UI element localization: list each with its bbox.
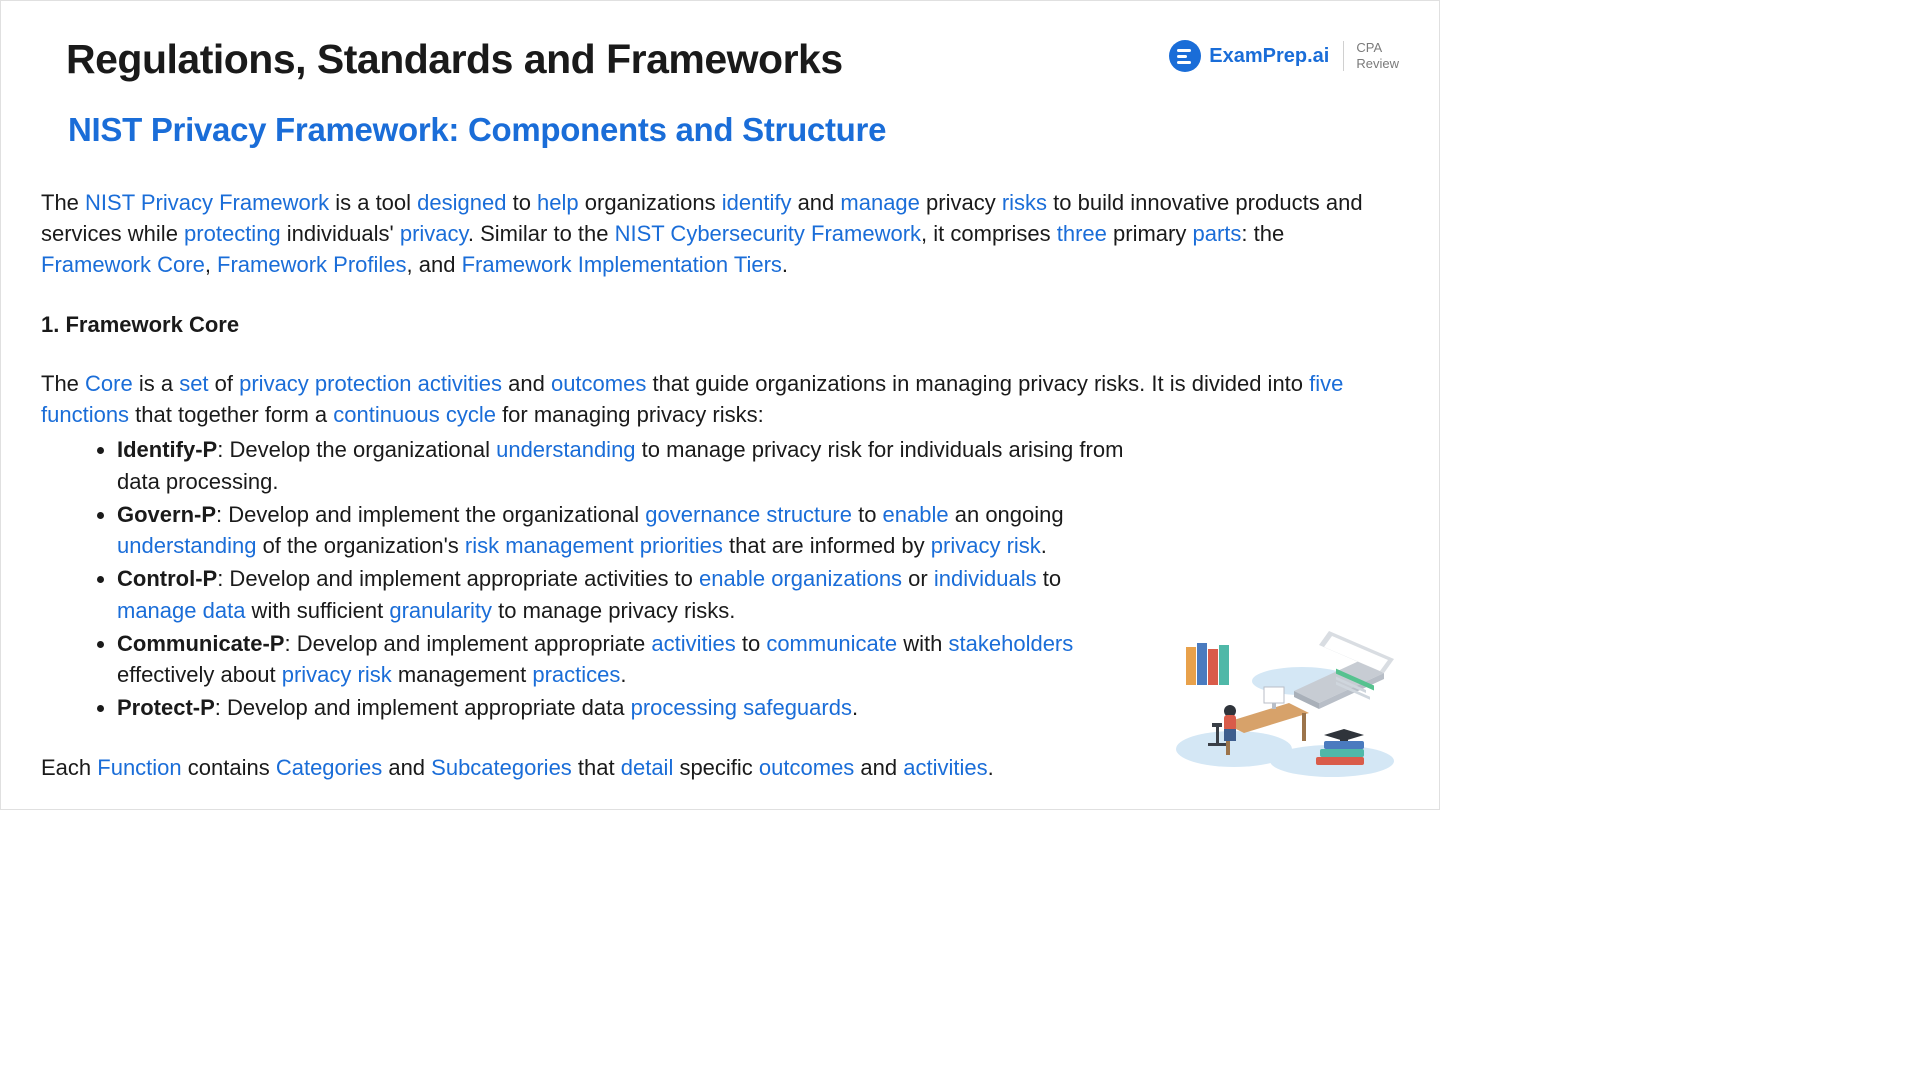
brand-sub-line1: CPA: [1356, 40, 1382, 55]
list-item: Identify-P: Develop the organizational u…: [117, 434, 1399, 496]
keyword: designed: [417, 190, 506, 215]
keyword: continuous cycle: [333, 402, 496, 427]
keyword: three: [1057, 221, 1107, 246]
keyword: understanding: [117, 533, 256, 558]
keyword: communicate: [766, 631, 897, 656]
keyword: detail: [621, 755, 674, 780]
page-subtitle: NIST Privacy Framework: Components and S…: [68, 111, 1399, 149]
keyword: privacy risk: [931, 533, 1041, 558]
keyword: NIST Cybersecurity Framework: [615, 221, 921, 246]
keyword: risk management priorities: [465, 533, 723, 558]
keyword: Framework Profiles: [217, 252, 406, 277]
keyword: practices: [532, 662, 620, 687]
study-illustration-icon: [1174, 621, 1399, 781]
keyword: outcomes: [551, 371, 646, 396]
brand-divider: [1343, 41, 1344, 71]
section-heading: 1. Framework Core: [41, 309, 1399, 340]
keyword: identify: [722, 190, 792, 215]
header-row: Regulations, Standards and Frameworks Ex…: [41, 36, 1399, 83]
keyword: granularity: [389, 598, 492, 623]
intro-paragraph: The NIST Privacy Framework is a tool des…: [41, 187, 1399, 281]
keyword: Function: [97, 755, 181, 780]
function-name: Identify-P: [117, 437, 217, 462]
keyword: enable: [883, 502, 949, 527]
keyword: stakeholders: [949, 631, 1074, 656]
function-name: Govern-P: [117, 502, 216, 527]
keyword: set: [179, 371, 208, 396]
brand-block: ExamPrep.ai CPA Review: [1169, 40, 1399, 73]
keyword: privacy: [400, 221, 468, 246]
keyword: help: [537, 190, 579, 215]
brand-subtitle: CPA Review: [1356, 40, 1399, 73]
keyword: manage data: [117, 598, 245, 623]
brand-logo-icon: [1169, 40, 1201, 72]
keyword: enable organizations: [699, 566, 902, 591]
keyword: governance structure: [645, 502, 852, 527]
keyword: individuals: [934, 566, 1037, 591]
keyword: processing safeguards: [631, 695, 852, 720]
keyword: privacy protection activities: [239, 371, 502, 396]
brand-sub-line2: Review: [1356, 56, 1399, 71]
keyword: activities: [651, 631, 735, 656]
keyword: manage: [840, 190, 920, 215]
keyword: Subcategories: [431, 755, 572, 780]
slide-page: Regulations, Standards and Frameworks Ex…: [0, 0, 1440, 810]
function-name: Communicate-P: [117, 631, 284, 656]
list-item: Control-P: Develop and implement appropr…: [117, 563, 1399, 625]
keyword: activities: [903, 755, 987, 780]
page-title: Regulations, Standards and Frameworks: [66, 36, 843, 83]
keyword: understanding: [496, 437, 635, 462]
core-intro-paragraph: The Core is a set of privacy protection …: [41, 368, 1399, 430]
keyword: Framework Core: [41, 252, 205, 277]
keyword: outcomes: [759, 755, 854, 780]
keyword: Categories: [276, 755, 382, 780]
function-name: Protect-P: [117, 695, 215, 720]
keyword: parts: [1192, 221, 1241, 246]
keyword: protecting: [184, 221, 281, 246]
keyword: Framework Implementation Tiers: [462, 252, 782, 277]
list-item: Govern-P: Develop and implement the orga…: [117, 499, 1399, 561]
keyword: Core: [85, 371, 133, 396]
keyword: risks: [1002, 190, 1047, 215]
keyword: privacy risk: [282, 662, 392, 687]
function-name: Control-P: [117, 566, 217, 591]
keyword: NIST Privacy Framework: [85, 190, 329, 215]
brand-name: ExamPrep.ai: [1209, 45, 1329, 68]
